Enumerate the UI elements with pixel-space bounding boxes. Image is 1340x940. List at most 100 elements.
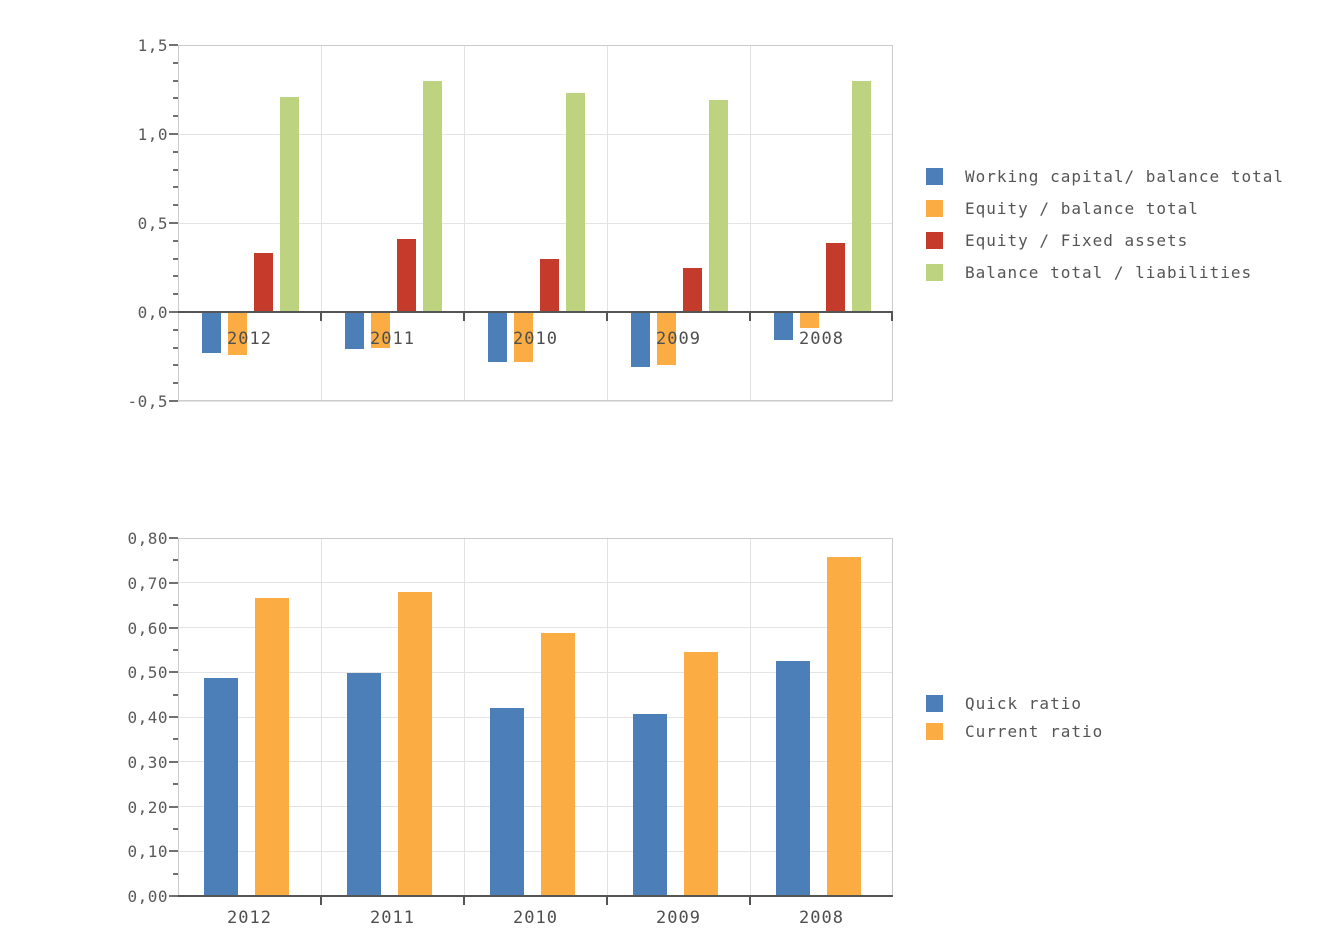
bar-2010-series-2 xyxy=(540,258,559,312)
bar-2009-series-0 xyxy=(631,312,650,368)
x-axis-category-label: 2011 xyxy=(370,908,415,928)
y-axis-tick-label: 0,20 xyxy=(127,797,168,817)
bar-2012-series-1 xyxy=(255,598,289,896)
legend-label: Quick ratio xyxy=(965,694,1082,713)
gridline-vertical xyxy=(607,45,608,401)
y-axis-tick-label: 0,70 xyxy=(127,573,168,593)
y-axis-major-tick xyxy=(169,805,178,808)
gridline-horizontal xyxy=(178,850,893,852)
gridline-horizontal xyxy=(178,627,893,628)
bar-2008-series-0 xyxy=(776,661,810,896)
y-axis-minor-tick xyxy=(173,382,178,385)
y-axis-major-tick xyxy=(169,626,178,629)
bar-2011-series-2 xyxy=(397,239,416,312)
y-axis-minor-tick xyxy=(173,257,178,260)
x-axis-boundary-tick xyxy=(320,897,322,905)
legend-label: Balance total / liabilities xyxy=(965,263,1253,282)
y-axis-major-tick xyxy=(169,133,178,135)
gridline-horizontal xyxy=(178,582,893,584)
x-axis-category-label: 2009 xyxy=(656,908,701,928)
y-axis-tick-label: 0,0 xyxy=(137,303,168,322)
y-axis-minor-tick xyxy=(173,204,178,207)
y-axis-minor-tick xyxy=(173,61,178,64)
bar-2008-series-1 xyxy=(827,557,861,896)
y-axis-tick-label: 1,5 xyxy=(137,36,168,55)
bar-2009-series-0 xyxy=(633,713,667,896)
x-axis-category-label: 2011 xyxy=(370,329,415,349)
y-axis-minor-tick xyxy=(173,150,178,153)
x-axis-category-label: 2010 xyxy=(513,329,558,349)
bar-2011-series-0 xyxy=(347,672,381,896)
y-axis-major-tick xyxy=(169,311,178,313)
y-axis-tick-label: 0,50 xyxy=(127,663,168,683)
y-axis-major-tick xyxy=(169,537,178,539)
y-axis-tick-label: 0,60 xyxy=(127,618,168,638)
x-axis-boundary-tick xyxy=(749,897,751,905)
y-axis-minor-tick xyxy=(173,239,178,242)
bar-2010-series-3 xyxy=(566,93,585,312)
legend-swatch xyxy=(926,168,943,185)
y-axis-tick-label: 0,10 xyxy=(127,842,168,862)
y-axis-minor-tick xyxy=(173,293,178,296)
gridline-vertical xyxy=(607,538,608,896)
y-axis-tick-label: -0,5 xyxy=(127,392,168,411)
y-axis-tick-label: 0,00 xyxy=(127,887,168,906)
bar-2008-series-1 xyxy=(800,312,819,329)
legend-swatch xyxy=(926,232,943,249)
bar-2012-series-0 xyxy=(204,678,238,896)
gridline-vertical xyxy=(750,538,751,896)
y-axis-major-tick xyxy=(169,760,178,763)
x-axis-category-label: 2010 xyxy=(513,908,558,928)
bar-2008-series-2 xyxy=(826,242,845,312)
y-axis-major-tick xyxy=(169,44,178,46)
y-axis-minor-tick xyxy=(173,604,178,607)
x-axis-boundary-tick xyxy=(749,313,751,321)
legend-label: Working capital/ balance total xyxy=(965,167,1284,186)
y-axis-minor-tick xyxy=(173,693,178,696)
y-axis-tick-label: 0,5 xyxy=(137,214,168,233)
y-axis-minor-tick xyxy=(173,364,178,367)
y-axis-minor-tick xyxy=(173,738,178,741)
legend-label: Equity / Fixed assets xyxy=(965,231,1189,250)
x-axis-boundary-tick xyxy=(463,313,465,321)
y-axis-minor-tick xyxy=(173,97,178,100)
gridline-vertical xyxy=(321,538,322,896)
legend-swatch xyxy=(926,264,943,281)
x-axis-boundary-tick xyxy=(463,897,465,905)
x-axis-boundary-tick xyxy=(606,897,608,905)
bar-2011-series-0 xyxy=(345,312,364,350)
gridline-horizontal xyxy=(178,806,893,807)
x-axis-category-label: 2012 xyxy=(227,908,272,928)
x-axis-boundary-tick xyxy=(320,313,322,321)
y-axis-major-tick xyxy=(169,850,178,853)
legend-label: Equity / balance total xyxy=(965,199,1199,218)
legend-swatch xyxy=(926,200,943,217)
y-axis-minor-tick xyxy=(173,328,178,331)
legend-swatch xyxy=(926,723,943,740)
bar-2009-series-2 xyxy=(683,267,702,312)
bar-2011-series-1 xyxy=(398,592,432,896)
x-axis-baseline xyxy=(178,895,893,897)
bar-2010-series-1 xyxy=(514,312,533,362)
gridline-horizontal xyxy=(178,761,893,763)
x-axis-category-label: 2008 xyxy=(799,329,844,349)
bar-2012-series-1 xyxy=(228,312,247,355)
y-axis-minor-tick xyxy=(173,186,178,189)
y-axis-tick-label: 0,30 xyxy=(127,752,168,772)
bar-2011-series-1 xyxy=(371,312,390,348)
x-axis-boundary-tick xyxy=(606,313,608,321)
x-axis-category-label: 2008 xyxy=(799,908,844,928)
y-axis-tick-label: 0,80 xyxy=(127,529,168,548)
y-axis-minor-tick xyxy=(173,275,178,278)
bar-2010-series-0 xyxy=(490,708,524,896)
y-axis-minor-tick xyxy=(173,648,178,651)
x-axis-baseline xyxy=(178,311,893,313)
x-axis-boundary-tick xyxy=(891,313,893,321)
bar-2009-series-1 xyxy=(684,651,718,896)
bar-2012-series-3 xyxy=(280,96,299,312)
y-axis-major-tick xyxy=(169,895,178,897)
y-axis-minor-tick xyxy=(173,346,178,349)
bar-2008-series-0 xyxy=(774,312,793,341)
